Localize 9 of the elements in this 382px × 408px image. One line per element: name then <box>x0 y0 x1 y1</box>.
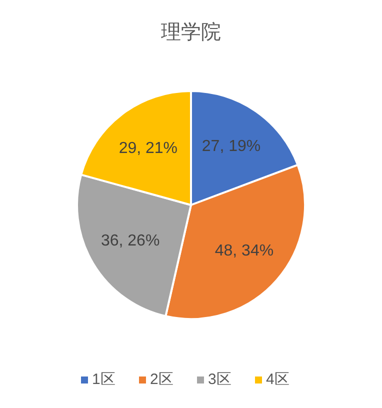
data-label: 48, 34% <box>214 242 274 260</box>
data-label: 29, 21% <box>118 140 178 157</box>
data-label: 36, 26% <box>100 232 160 250</box>
title: 理学院 <box>161 21 221 44</box>
legend-label: 3区 <box>208 370 232 388</box>
legend-label: 4区 <box>266 370 290 388</box>
legend-label: 2区 <box>150 370 174 388</box>
legend-label: 1区 <box>92 370 116 388</box>
data-label: 27, 19% <box>202 138 261 156</box>
